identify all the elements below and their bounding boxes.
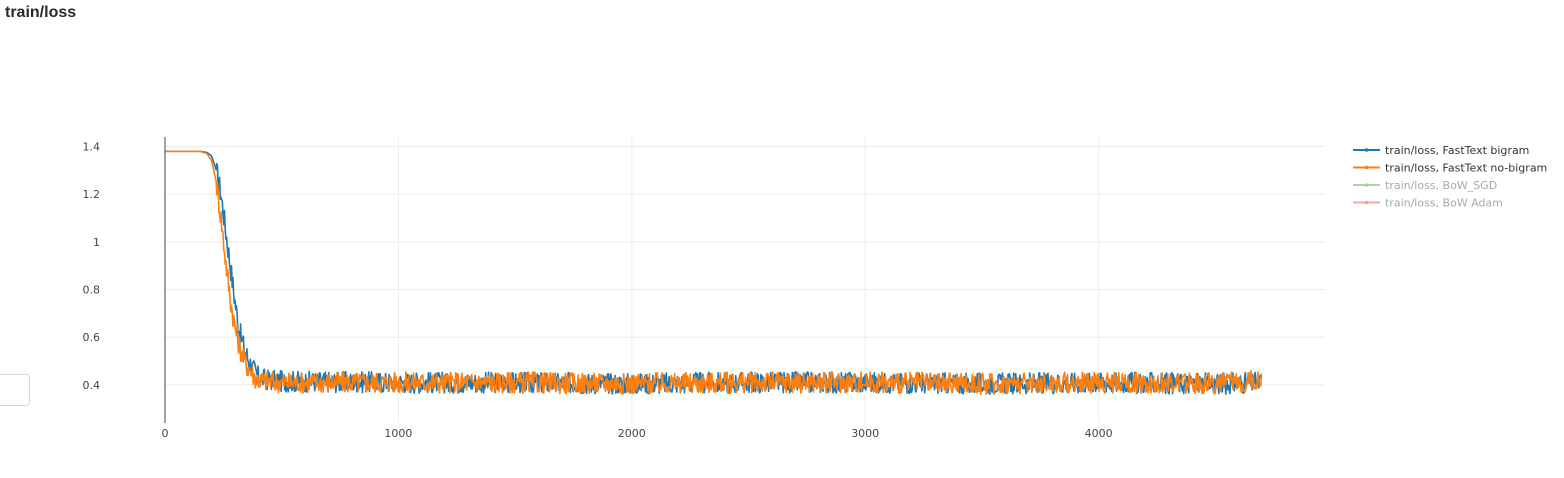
legend-marker [1364,165,1369,170]
legend-marker [1364,183,1369,187]
legend-item[interactable]: train/loss, FastText bigram [1353,144,1529,157]
x-tick-label: 0 [162,427,169,440]
side-panel-box[interactable] [0,374,30,406]
series-line-0 [164,150,1263,395]
x-tick-label: 3000 [851,427,879,440]
y-axis-ticks: 0.4 0.6 0.8 1 1.2 1.4 [83,141,101,392]
y-tick-label: 0.4 [83,379,101,392]
y-tick-label: 0.8 [83,284,101,297]
series-line-1 [164,150,1263,396]
x-tick-label: 4000 [1085,427,1113,440]
legend: train/loss, FastText bigram train/loss, F… [1353,144,1547,210]
chart-title: train/loss [5,4,77,21]
y-tick-label: 0.6 [83,331,101,344]
y-tick-label: 1.2 [83,188,101,201]
legend-marker [1364,148,1369,152]
x-tick-label: 2000 [618,427,646,440]
series-lines [164,150,1263,396]
legend-item[interactable]: train/loss, BoW_SGD [1353,179,1497,192]
legend-item[interactable]: train/loss, FastText no-bigram [1353,162,1547,175]
legend-label: train/loss, FastText bigram [1385,144,1529,157]
legend-label: train/loss, FastText no-bigram [1385,162,1547,175]
y-tick-label: 1 [93,236,100,249]
y-tick-label: 1.4 [83,141,101,154]
legend-label: train/loss, BoW Adam [1385,197,1503,210]
legend-label: train/loss, BoW_SGD [1385,179,1497,192]
x-tick-label: 1000 [384,427,412,440]
legend-marker [1364,200,1369,205]
x-axis-ticks: 0 1000 2000 3000 4000 [162,427,1113,440]
legend-item[interactable]: train/loss, BoW Adam [1353,197,1503,210]
